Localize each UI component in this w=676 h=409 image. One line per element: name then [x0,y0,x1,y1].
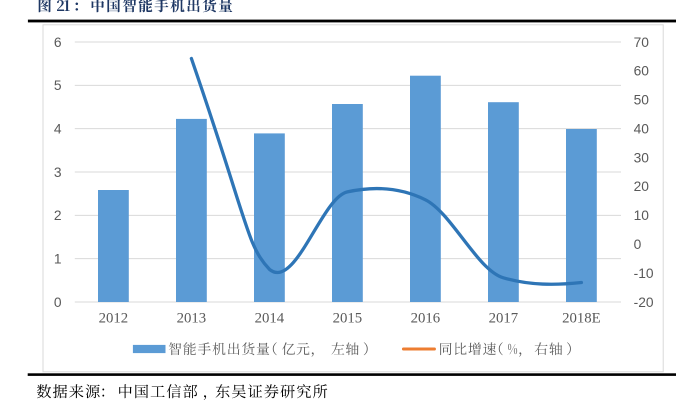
svg-text:5: 5 [54,78,62,93]
svg-text:2017: 2017 [489,311,519,327]
svg-text:70: 70 [634,35,650,50]
svg-text:0: 0 [54,295,62,310]
svg-text:2018E: 2018E [562,311,601,327]
svg-text:4: 4 [54,122,62,137]
svg-text:0: 0 [634,237,642,252]
svg-text:50: 50 [634,93,650,108]
svg-text:2: 2 [54,208,62,223]
svg-text:2016: 2016 [411,311,441,327]
svg-text:2014: 2014 [255,311,285,327]
svg-text:40: 40 [634,122,650,137]
svg-text:6: 6 [54,35,62,50]
svg-text:60: 60 [634,64,650,79]
svg-text:20: 20 [634,179,650,194]
svg-text:2013: 2013 [177,311,207,327]
svg-text:1: 1 [54,252,62,267]
svg-text:2012: 2012 [99,311,129,327]
svg-text:2015: 2015 [333,311,363,327]
svg-text:-20: -20 [634,295,654,310]
svg-text:-10: -10 [634,266,654,281]
svg-text:10: 10 [634,208,650,223]
svg-text:3: 3 [54,165,62,180]
svg-text:30: 30 [634,150,650,165]
